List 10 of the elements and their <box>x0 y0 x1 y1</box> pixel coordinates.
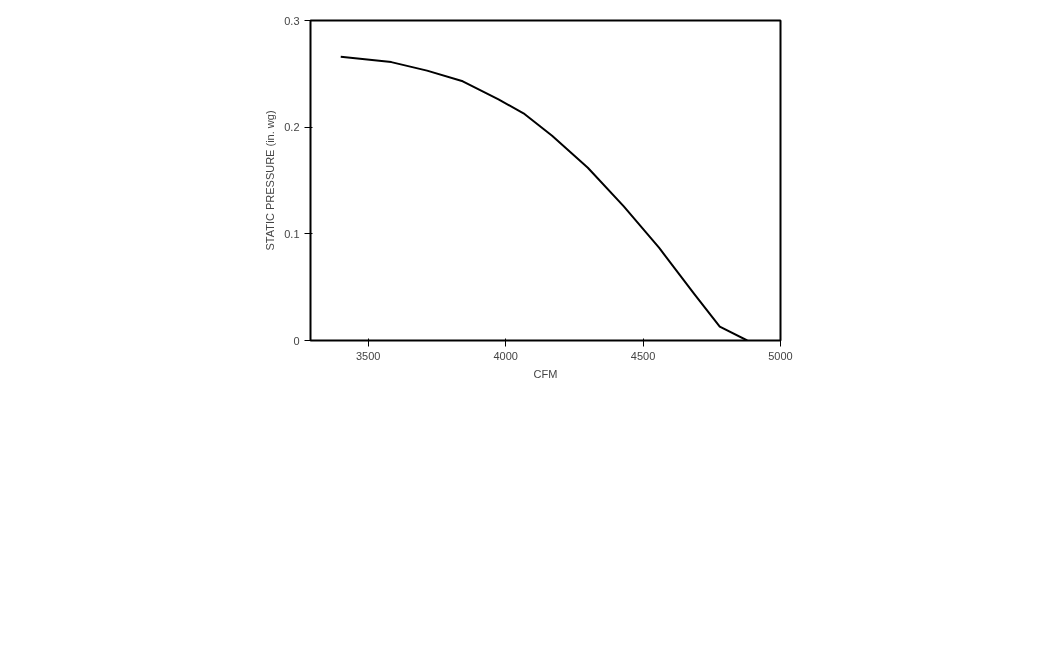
y-tick-label: 0.1 <box>284 227 300 240</box>
y-axis-title: STATIC PRESSURE (in. wg) <box>264 110 277 251</box>
y-tick-label: 0.2 <box>284 121 300 134</box>
x-tick-label: 4500 <box>630 349 656 362</box>
x-tick-label: 3500 <box>355 349 381 362</box>
y-tick-label: 0.3 <box>284 14 300 27</box>
x-axis-title: CFM <box>533 367 558 380</box>
x-tick-label: 5000 <box>768 349 793 362</box>
x-tick-label: 4000 <box>493 349 518 362</box>
y-tick-label: 0 <box>293 334 300 347</box>
